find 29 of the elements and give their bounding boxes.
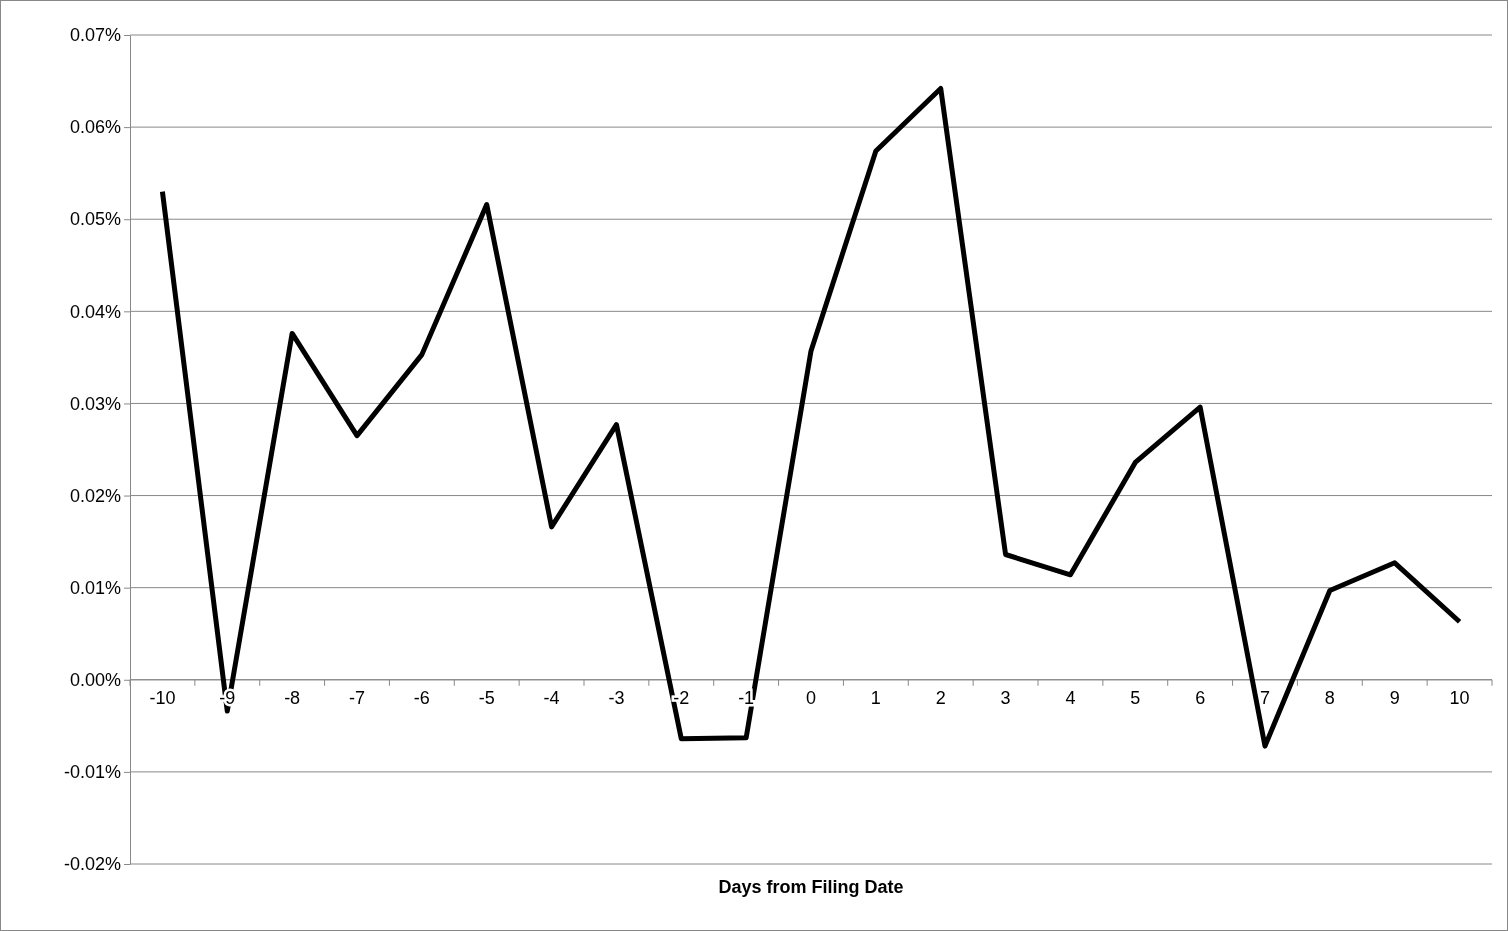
x-tick-label: 2 (935, 687, 946, 708)
x-tick-label: 5 (1130, 687, 1141, 708)
x-tick-label: -5 (478, 687, 495, 708)
y-tick-label: 0.02% (69, 485, 121, 506)
y-tick-label: 0.05% (69, 209, 121, 230)
y-tick-label: -0.01% (63, 762, 121, 783)
y-tick-label: 0.06% (69, 117, 121, 138)
x-tick-label: 4 (1065, 687, 1076, 708)
x-tick-label: 10 (1449, 687, 1470, 708)
x-tick-label: -6 (413, 687, 430, 708)
x-tick-label: -3 (608, 687, 625, 708)
y-tick-label: 0.07% (69, 25, 121, 46)
x-tick-label: 1 (870, 687, 881, 708)
x-tick-label: 0 (805, 687, 817, 708)
x-tick-label: 3 (1000, 687, 1011, 708)
y-tick-label: 0.00% (69, 670, 121, 691)
x-tick-label: 8 (1324, 687, 1335, 708)
x-tick-label: -4 (543, 687, 560, 708)
y-tick-label: 0.01% (69, 577, 121, 598)
y-tick-label: -0.02% (63, 854, 121, 875)
x-tick-label: 6 (1195, 687, 1206, 708)
x-tick-label: -10 (149, 687, 176, 708)
y-tick-label: 0.04% (69, 301, 121, 322)
x-tick-label: -8 (284, 687, 301, 708)
y-tick-label: 0.03% (69, 393, 121, 414)
x-tick-label: -7 (348, 687, 366, 708)
x-tick-label: 9 (1389, 687, 1400, 708)
x-tick-label: 7 (1259, 687, 1271, 708)
x-axis-title: Days from Filing Date (718, 877, 904, 897)
